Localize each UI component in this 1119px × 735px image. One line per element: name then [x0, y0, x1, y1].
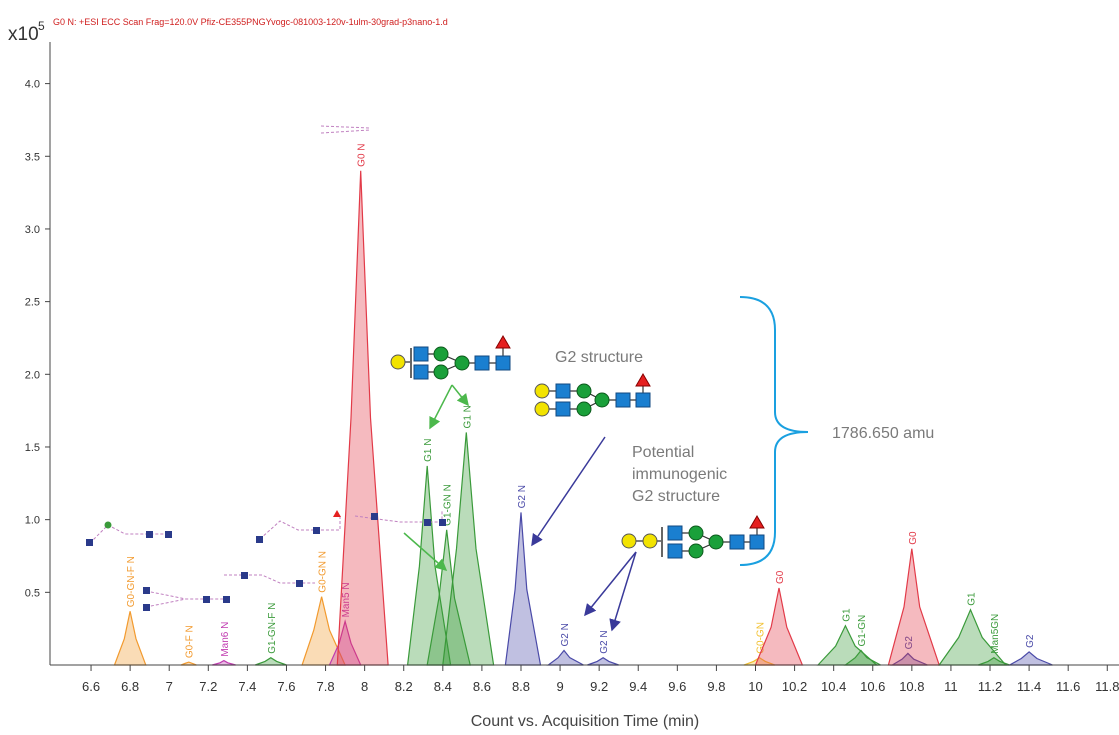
peak-label: Man5GN	[990, 614, 1001, 654]
peak-label: G0	[775, 570, 786, 584]
peak-label: G1-GN	[857, 615, 868, 647]
x-tick-label: 7.8	[317, 679, 335, 694]
peak-label: G2 N	[560, 623, 571, 646]
header: G0 N: +ESI ECC Scan Frag=120.0V Pfiz-CE3…	[53, 17, 448, 27]
peak	[212, 661, 236, 665]
annotation: G2 structure	[555, 349, 643, 366]
y-tick-label: 3.0	[25, 224, 40, 236]
peak	[505, 512, 540, 665]
x-tick-label: 6.8	[121, 679, 139, 694]
x-tick-label: 11.4	[1017, 679, 1041, 694]
y-multiplier: x10	[8, 24, 39, 45]
annotation: Potential	[632, 444, 694, 461]
peak	[337, 171, 388, 665]
peak	[548, 651, 583, 666]
peak-label: G0-F N	[185, 625, 196, 658]
small-glycans	[86, 126, 446, 611]
peak	[443, 432, 494, 665]
x-tick-label: 10.8	[899, 679, 924, 694]
x-tick-label: 8	[361, 679, 368, 694]
x-tick-label: 8.8	[512, 679, 530, 694]
y-tick-label: 2.0	[25, 369, 40, 381]
x-tick-label: 8.6	[473, 679, 491, 694]
chart: x10 5 G0 N: +ESI ECC Scan Frag=120.0V Pf…	[0, 0, 1119, 735]
peak-label: G0 N	[357, 143, 368, 166]
peak-label: G0	[908, 531, 919, 545]
peak-label: G1	[841, 608, 852, 622]
peak-label: G1 N	[423, 439, 434, 462]
peak	[255, 658, 286, 665]
annotation: G2 structure	[632, 488, 720, 505]
y-multiplier-exponent: 5	[38, 19, 45, 33]
x-tick-label: 10.2	[782, 679, 807, 694]
x-tick-label: 9.4	[629, 679, 647, 694]
glycan-immunogenic	[622, 516, 764, 558]
y-tick-label: 0.5	[25, 587, 40, 599]
peak	[115, 611, 146, 665]
x-tick-label: 6.6	[82, 679, 100, 694]
glycan-g2	[535, 374, 650, 416]
x-tick-label: 9.8	[707, 679, 725, 694]
x-tick-label: 8.4	[434, 679, 452, 694]
y-tick-label: 4.0	[25, 79, 40, 91]
x-tick-label: 9	[556, 679, 563, 694]
peak-label: G0-GN-F N	[126, 556, 137, 607]
peak-label: G1	[966, 592, 977, 606]
peak	[888, 549, 939, 665]
x-tick-label: 7.4	[238, 679, 256, 694]
x-tick-label: 9.6	[668, 679, 686, 694]
peak	[587, 658, 618, 665]
x-tick-label: 11.2	[978, 679, 1002, 694]
x-axis-title: Count vs. Acquisition Time (min)	[471, 713, 700, 730]
peak-label: G2 N	[517, 485, 528, 508]
glycan-g1	[391, 336, 510, 379]
x-tick-label: 7	[166, 679, 173, 694]
peak-label: G1 N	[462, 405, 473, 428]
y-tick-label: 1.0	[25, 515, 40, 527]
x-tick-label: 11.8	[1095, 679, 1119, 694]
x-tick-label: 11	[944, 679, 958, 694]
peak-label: G2 N	[599, 630, 610, 653]
x-tick-label: 7.6	[277, 679, 295, 694]
peak-label: G1-GN-F N	[267, 603, 278, 654]
peak-label: G2	[1025, 634, 1036, 648]
peak	[1010, 652, 1053, 665]
x-tick-label: 8.2	[395, 679, 413, 694]
x-tick-label: 10.4	[821, 679, 846, 694]
y-tick-label: 1.5	[25, 442, 40, 454]
x-tick-label: 10	[748, 679, 762, 694]
bracket	[740, 297, 808, 565]
peak-label: Man6 N	[220, 622, 231, 657]
peak-label: G0-GN N	[318, 551, 329, 593]
x-tick-label: 9.2	[590, 679, 608, 694]
y-tick-label: 2.5	[25, 297, 40, 309]
y-tick-label: 3.5	[25, 151, 40, 163]
x-tick-label: 11.6	[1056, 679, 1080, 694]
annotation: immunogenic	[632, 466, 727, 483]
annotation: 1786.650 amu	[832, 425, 934, 442]
x-tick-label: 10.6	[860, 679, 885, 694]
x-tick-label: 7.2	[199, 679, 217, 694]
